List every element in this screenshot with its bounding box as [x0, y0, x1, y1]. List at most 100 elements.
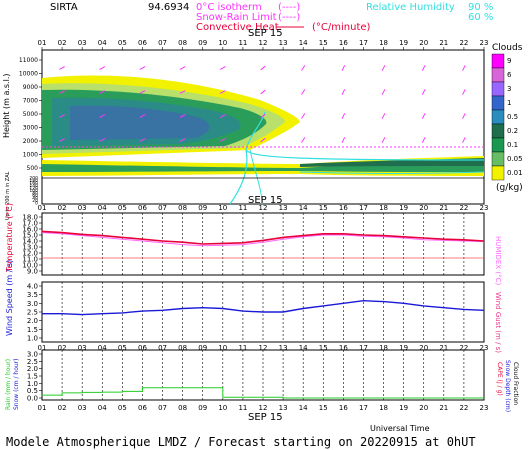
wind-arrow: [139, 66, 146, 70]
cloud-height-tick-label: 7000: [23, 98, 38, 105]
cloud-scale-swatch: [491, 151, 505, 167]
hour-axis-top: 01 02 03 04 05 06 07 08 09 10 11 12 13 14 15 16 17 18 19 20…: [38, 39, 489, 50]
humidex-y-label: HUMIDEX (°C): [494, 236, 502, 285]
hour-tick-label: 21: [439, 344, 448, 352]
hour-tick-label: 17: [359, 344, 368, 352]
hour-tick-label: 08: [178, 204, 187, 212]
cloud-low-tick-label: 120: [29, 186, 38, 192]
hour-tick-label: 09: [198, 204, 207, 212]
precip-tick-label: 1.5: [27, 373, 38, 381]
hour-tick-label: 21: [439, 404, 448, 412]
wind-arrow: [260, 65, 266, 71]
hour-tick-label: 02: [58, 204, 67, 212]
cloud-height-tick-label: 1000: [23, 152, 38, 159]
hour-tick-label: 13: [279, 204, 288, 212]
wind-arrow: [99, 114, 106, 118]
wind-arrow: [381, 137, 386, 143]
hour-tick-label: 04: [98, 39, 107, 47]
cloud-low-tick-label: 60: [32, 193, 38, 199]
temperature-series-line: [41, 230, 485, 245]
forecast-title: Modele Atmospherique LMDZ / Forecast sta…: [6, 435, 476, 449]
precip-tick-label: 1.0: [27, 380, 38, 388]
temperature-tick-label: 15.0: [22, 232, 38, 240]
hour-tick-label: 07: [158, 39, 167, 47]
legend-rh: Relative Humidity: [366, 2, 455, 13]
hour-tick-label: 20: [419, 344, 428, 352]
hour-tick-label: 06: [138, 404, 147, 412]
cloud-low-tick-label: 160: [29, 181, 38, 187]
wind-arrow: [462, 89, 466, 95]
cloud-height-tick-label: 10000: [19, 71, 38, 78]
wind-arrow: [219, 90, 226, 94]
hour-tick-label: 11: [238, 39, 247, 47]
hour-tick-label: 06: [138, 39, 147, 47]
wind-arrow: [179, 90, 186, 94]
wind-arrow: [421, 89, 426, 95]
cloud-height-tick-label: 5000: [23, 111, 38, 118]
cloud-scale-title: Clouds: [492, 43, 523, 53]
universal-time-label: Universal Time: [370, 424, 430, 433]
hour-tick-label: 15: [319, 344, 328, 352]
hour-tick-label: 23: [480, 404, 489, 412]
hour-tick-label: 07: [158, 404, 167, 412]
hour-tick-label: 23: [480, 204, 489, 212]
wind-arrow: [179, 66, 186, 70]
temperature-tick-label: 10.0: [22, 262, 38, 270]
wind-arrow: [139, 90, 146, 94]
cloud-y-label: Height (m a.s.l.): [2, 74, 11, 139]
wind-arrow: [341, 65, 346, 71]
hour-tick-label: 10: [218, 404, 227, 412]
cloud-height-tick-label: 9000: [23, 84, 38, 91]
hour-tick-label: 20: [419, 39, 428, 47]
legend-isotherm: 0°C isotherm: [196, 2, 262, 13]
hour-tick-label: 08: [178, 404, 187, 412]
wind-arrow: [179, 114, 186, 118]
hour-tick-label: 14: [299, 344, 308, 352]
cloud-low-tick-label: 80: [32, 191, 38, 197]
hour-tick-label: 19: [399, 39, 408, 47]
hour-tick-label: 05: [118, 344, 127, 352]
cloud-scale-swatch: [491, 123, 505, 139]
hour-tick-label: 12: [259, 404, 268, 412]
cloud-layer-core: [70, 105, 210, 140]
cloud-scale-label: 1: [507, 99, 511, 107]
wind-arrow: [260, 89, 266, 95]
wind-arrow: [462, 137, 466, 143]
legend-snow-dash: (----): [278, 12, 300, 23]
wind-arrow: [301, 137, 306, 143]
wind-arrow: [341, 137, 346, 143]
wind-arrow: [341, 113, 346, 119]
temperature-tick-label: 9.0: [27, 268, 38, 276]
hour-tick-label: 16: [339, 404, 348, 412]
hour-tick-label: 04: [98, 204, 107, 212]
hour-tick-label: 19: [399, 404, 408, 412]
hour-tick-label: 23: [480, 39, 489, 47]
hour-tick-label: 03: [78, 39, 87, 47]
hour-tick-label: 21: [439, 204, 448, 212]
hour-tick-label: 19: [399, 344, 408, 352]
cloud-scale-swatch: [491, 109, 505, 125]
hour-tick-label: 13: [279, 344, 288, 352]
cloud-scale-label: 3: [507, 85, 511, 93]
hour-tick-label: 07: [158, 204, 167, 212]
wind-gust-label: Wind Gust (m / s): [494, 292, 502, 353]
hour-tick-label: 14: [299, 404, 308, 412]
temperature-tick-label: 11.0: [22, 256, 38, 264]
rh-contour: [229, 111, 485, 205]
temperature-tick-label: 16.0: [22, 226, 38, 234]
coords-label: 94.6934: [148, 2, 189, 13]
snow-y-label: Snow (cm / hour): [13, 358, 20, 410]
cloud-scale-swatch: [491, 165, 505, 181]
wind-arrow: [421, 113, 426, 119]
cloud-layer-low-green: [42, 160, 484, 172]
hour-tick-label: 16: [339, 344, 348, 352]
hour-tick-label: 23: [480, 344, 489, 352]
wind-arrow: [381, 113, 386, 119]
hour-tick-label: 11: [238, 204, 247, 212]
wind-arrow: [421, 65, 426, 71]
hour-axis-bottom: 01 02 03 04 05 06 07 08 09 10 11 12 13 14 15 16 17 18 19 20…: [38, 404, 489, 412]
hour-tick-label: 03: [78, 404, 87, 412]
hour-tick-label: 04: [98, 404, 107, 412]
hour-tick-label: 10: [218, 344, 227, 352]
hour-axis-mid: 01 02 03 04 05 06 07 08 09 10 11 12 13 14 15 16 17 18 19 20…: [38, 204, 489, 212]
